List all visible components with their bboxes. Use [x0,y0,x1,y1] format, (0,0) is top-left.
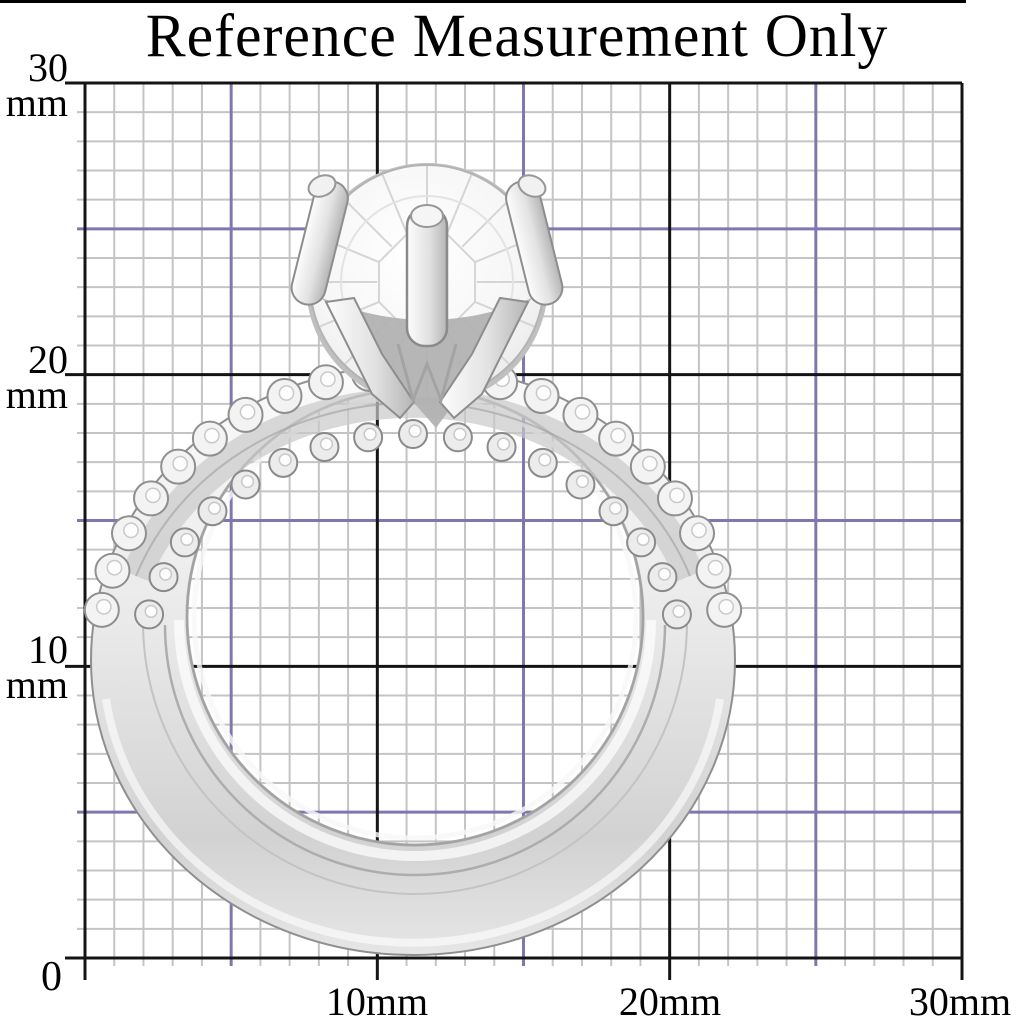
y-axis-label-20: 20 mm [5,337,68,417]
origin-label: 0 [41,954,62,1000]
prong-tip-center [410,204,444,228]
ring-photo [83,163,743,956]
ring-head [290,163,564,428]
page-title: Reference Measurement Only [145,3,889,70]
pave-row-wedding-band [134,419,692,630]
y-axis-label-30: 30 mm [5,45,68,125]
prong-tip-left [307,174,337,198]
prong-tip-right [517,174,547,198]
band-seam [163,624,667,877]
y-axis-label-10: 10 mm [5,627,68,707]
basket-leg-left [324,296,416,420]
x-axis-label-10mm: 10mm [325,979,429,1024]
x-axis-label-30mm: 30mm [908,979,1012,1024]
prong-center [405,206,449,348]
basket-leg-right [438,296,530,420]
gallery-wire [396,343,458,405]
x-axis-label-20mm: 20mm [618,979,722,1024]
top-border [0,0,966,3]
